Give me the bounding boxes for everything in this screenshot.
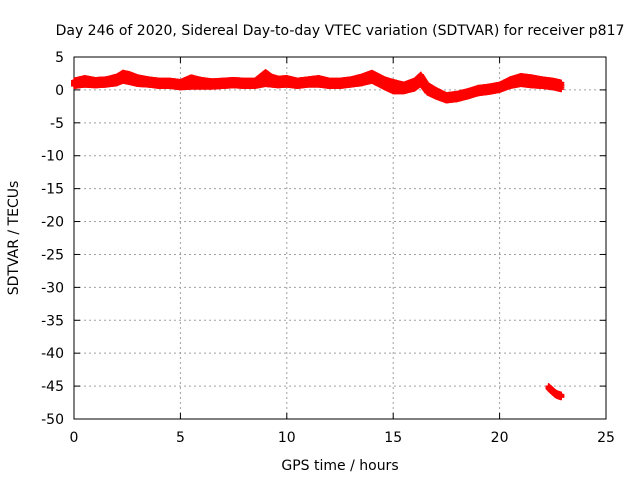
y-tick-label: -5 bbox=[50, 116, 64, 132]
y-tick-label: -30 bbox=[41, 280, 64, 296]
x-tick-label: 20 bbox=[491, 430, 509, 446]
y-tick-label: -20 bbox=[41, 215, 64, 231]
tick-layer: 0 5 10 15 20 25 5 0 -5 -10 -15 -20 -25 -30 -35 -40 -45 -5… bbox=[41, 50, 615, 446]
x-tick-label: 15 bbox=[384, 430, 402, 446]
y-tick-label: -15 bbox=[41, 182, 64, 198]
y-tick-label: -10 bbox=[41, 149, 64, 165]
data-layer bbox=[71, 69, 565, 401]
y-axis-title: SDTVAR / TECUs bbox=[6, 181, 22, 296]
chart-title: Day 246 of 2020, Sidereal Day-to-day VTE… bbox=[56, 23, 625, 39]
x-axis-title: GPS time / hours bbox=[281, 458, 398, 474]
y-tick-label: -40 bbox=[41, 346, 64, 362]
y-tick-label: -45 bbox=[41, 379, 64, 395]
y-tick-label: -50 bbox=[41, 412, 64, 428]
x-tick-label: 5 bbox=[176, 430, 185, 446]
plot-frame bbox=[73, 56, 607, 420]
y-tick-label: -25 bbox=[41, 247, 64, 263]
y-tick-label: 0 bbox=[55, 83, 64, 99]
series-main-band bbox=[71, 69, 565, 104]
x-tick-label: 10 bbox=[278, 430, 296, 446]
y-tick-label: 5 bbox=[55, 50, 64, 66]
x-tick-label: 0 bbox=[70, 430, 79, 446]
grid-layer bbox=[74, 57, 606, 419]
y-tick-label: -35 bbox=[41, 313, 64, 329]
x-tick-label: 25 bbox=[597, 430, 615, 446]
